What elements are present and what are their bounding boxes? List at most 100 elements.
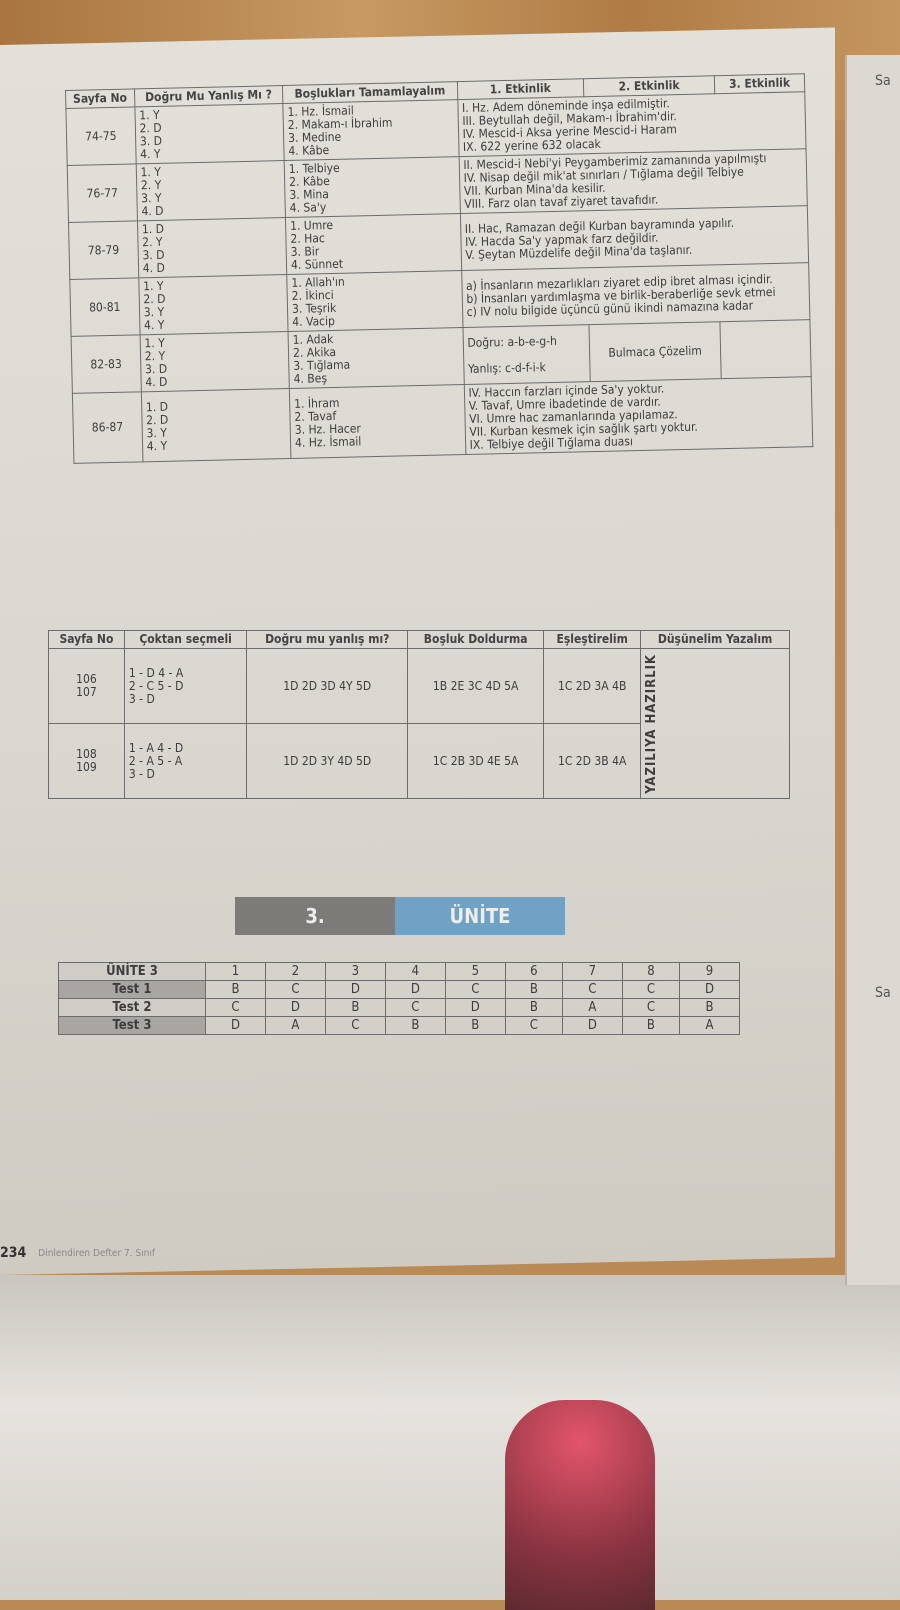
activity-cell: II. Mescid-i Nebi'yi Peygamberimiz zaman… [458, 148, 808, 214]
activity-cell: I. Hz. Adem döneminde inşa edilmiştir. I… [457, 91, 807, 157]
answer-cell: B [444, 1016, 506, 1035]
page-number-cell: 86-87 [72, 391, 143, 464]
question-number: 7 [561, 962, 623, 981]
fill-blanks-cell: 1. Hz. İsmail 2. Makam-ı İbrahim 3. Medi… [282, 99, 459, 161]
answer-cell: C [444, 980, 506, 999]
fill-blank-cell: 1C 2B 3D 4E 5A [407, 723, 545, 799]
right-page-edge: Sa Sa [845, 55, 900, 1285]
answer-cell: C [324, 1016, 386, 1035]
exam-prep-label: YAZILIYA HAZIRLIK [644, 653, 660, 794]
true-false-cell: 1. Y 2. D 3. Y 4. Y [138, 274, 289, 335]
activity-cell: a) İnsanların mezarlıkları ziyaret edip … [461, 262, 810, 328]
true-false-cell: 1D 2D 3Y 4D 5D [246, 723, 409, 799]
answer-table-unit2: Sayfa No Doğru Mu Yanlış Mı ? Boşlukları T… [65, 73, 813, 464]
answer-cell: D [264, 998, 326, 1017]
answer-cell: C [205, 998, 266, 1017]
activity-cell: II. Hac, Ramazan değil Kurban bayramında… [459, 205, 809, 271]
true-false-cell: 1. Y 2. Y 3. D 4. D [139, 331, 290, 392]
merged-cell: YAZILIYA HAZIRLIK [640, 648, 790, 799]
table-row: 108 109 1 - A 4 - D 2 - A 5 - A 3 - D 1D 2… [48, 723, 790, 799]
answer-cell: C [264, 980, 326, 999]
fill-blanks-cell: 1. Umre 2. Hac 3. Bir 4. Sünnet [285, 213, 462, 275]
test-label: Test 1 [58, 980, 206, 999]
answer-cell: B [621, 1016, 681, 1035]
answer-cell: B [504, 980, 563, 999]
answer-table-pages-106-109: Sayfa No Çoktan seçmeli Doğru mu yanlış mı… [48, 630, 790, 799]
column-header: Çoktan seçmeli [123, 630, 248, 649]
question-number: 1 [205, 962, 266, 981]
column-header: Doğru mu yanlış mı? [246, 630, 409, 649]
unit-number: 3. [235, 897, 395, 935]
fill-blanks-cell: 1. İhram 2. Tavaf 3. Hz. Hacer 4. Hz. İs… [289, 384, 466, 459]
answer-cell: D [384, 980, 446, 999]
question-number: 2 [264, 962, 326, 981]
answer-cell: A [679, 1016, 740, 1035]
test-label: Test 2 [58, 998, 206, 1017]
column-header: Eşleştirelim [543, 630, 642, 649]
unit-label: ÜNİTE [395, 897, 565, 935]
question-number: 9 [679, 962, 740, 981]
page-number: 234 [0, 1245, 27, 1261]
activity-2-cell: Bulmaca Çözelim [588, 321, 722, 382]
multiple-choice-cell: 1 - A 4 - D 2 - A 5 - A 3 - D [123, 723, 248, 799]
fill-blank-cell: 1B 2E 3C 4D 5A [407, 648, 545, 724]
true-false-cell: 1D 2D 3D 4Y 5D [246, 648, 409, 724]
answer-cell: C [504, 1016, 563, 1035]
right-page-fragment: Sa [875, 73, 891, 89]
carpet-background [0, 1275, 900, 1600]
page-number-cell: 74-75 [65, 106, 136, 166]
answer-cell: D [324, 980, 386, 999]
right-page-fragment-2: Sa [875, 985, 891, 1001]
table-title: ÜNİTE 3 [58, 962, 206, 981]
page-number-cell: 108 109 [48, 723, 125, 799]
fill-blanks-cell: 1. Telbiye 2. Kâbe 3. Mina 4. Sa'y [284, 156, 460, 218]
answer-cell: C [621, 980, 681, 999]
question-number: 3 [324, 962, 386, 981]
activity-1-cell: Doğru: a-b-e-g-h Yanlış: c-d-f-i-k [462, 324, 591, 385]
question-number: 6 [504, 962, 563, 981]
answer-cell: B [504, 998, 563, 1017]
question-number: 5 [444, 962, 506, 981]
true-false-cell: 1. Y 2. Y 3. Y 4. D [135, 160, 286, 221]
matching-cell: 1C 2D 3B 4A [543, 723, 642, 799]
answer-cell: A [264, 1016, 326, 1035]
activity-3-cell [720, 319, 812, 379]
unit-banner: 3. ÜNİTE [235, 897, 565, 935]
page-number-cell: 82-83 [71, 334, 142, 394]
answer-cell: C [561, 980, 623, 999]
column-header: Boşluk Doldurma [407, 630, 545, 649]
answer-cell: D [205, 1016, 266, 1035]
test-label: Test 3 [58, 1016, 206, 1035]
pink-sock [505, 1400, 655, 1610]
true-false-cell: 1. D 2. D 3. Y 4. Y [141, 388, 291, 462]
question-number: 4 [384, 962, 446, 981]
page-number-cell: 78-79 [68, 220, 139, 280]
true-false-cell: 1. D 2. Y 3. D 4. D [137, 217, 287, 278]
answer-cell: D [561, 1016, 623, 1035]
answer-cell: C [621, 998, 681, 1017]
page-number-cell: 76-77 [67, 163, 138, 223]
column-header: 3. Etkinlik [714, 73, 805, 94]
fill-blanks-cell: 1. Allah'ın 2. İkinci 3. Teşrik 4. Vacip [286, 270, 463, 332]
activity-cell: IV. Haccın farzları içinde Sa'y yoktur. … [463, 376, 813, 455]
column-header: Düşünelim Yazalım [640, 630, 790, 649]
answer-cell: D [679, 980, 740, 999]
answer-cell: C [384, 998, 446, 1017]
table-row: 106 107 1 - D 4 - A 2 - C 5 - D 3 - D 1D 2… [48, 648, 790, 799]
page-footer: 234 Dinlendiren Defter 7. Sınıf [0, 1245, 155, 1261]
answer-cell: B [384, 1016, 446, 1035]
page-number-cell: 80-81 [69, 277, 140, 337]
answer-cell: B [679, 998, 740, 1017]
answer-cell: D [444, 998, 506, 1017]
answer-cell: B [324, 998, 386, 1017]
fill-blanks-cell: 1. Adak 2. Akika 3. Tığlama 4. Beş [288, 327, 464, 389]
multiple-choice-cell: 1 - D 4 - A 2 - C 5 - D 3 - D [123, 648, 248, 724]
true-false-cell: 1. Y 2. D 3. D 4. Y [134, 103, 285, 164]
book-title: Dinlendiren Defter 7. Sınıf [38, 1247, 156, 1259]
column-header: Sayfa No [48, 630, 125, 649]
question-number: 8 [621, 962, 681, 981]
